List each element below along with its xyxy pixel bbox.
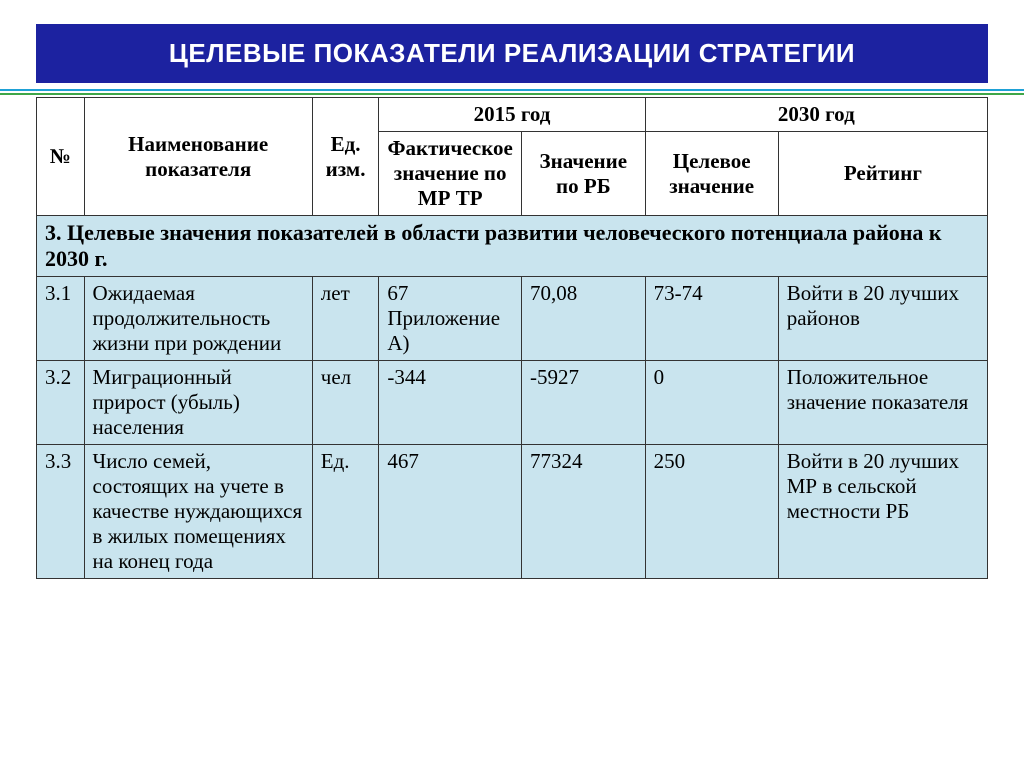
col-2030: 2030 год [645, 98, 987, 132]
table-row: 3.1 Ожидаемая продолжительность жизни пр… [37, 277, 988, 361]
cell-name: Число семей, состоящих на учете в качест… [84, 445, 312, 579]
col-unit: Ед. изм. [312, 98, 379, 216]
cell-rank: Войти в 20 лучших МР в сельской местност… [778, 445, 987, 579]
cell-target: 0 [645, 361, 778, 445]
cell-target: 73-74 [645, 277, 778, 361]
cell-rank: Войти в 20 лучших районов [778, 277, 987, 361]
col-fact: Фактическое значение по МР ТР [379, 132, 522, 216]
cell-rb: 77324 [521, 445, 645, 579]
section-heading: 3. Целевые значения показателей в област… [37, 216, 988, 277]
cell-rb: 70,08 [521, 277, 645, 361]
cell-target: 250 [645, 445, 778, 579]
divider [36, 83, 988, 97]
cell-unit: чел [312, 361, 379, 445]
page-title: ЦЕЛЕВЫЕ ПОКАЗАТЕЛИ РЕАЛИЗАЦИИ СТРАТЕГИИ [36, 24, 988, 83]
col-rb: Значение по РБ [521, 132, 645, 216]
table-row: 3.3 Число семей, состоящих на учете в ка… [37, 445, 988, 579]
cell-fact: 67 Приложение А) [379, 277, 522, 361]
cell-fact: -344 [379, 361, 522, 445]
cell-rb: -5927 [521, 361, 645, 445]
cell-rank: Положительное значение показателя [778, 361, 987, 445]
col-rank: Рейтинг [778, 132, 987, 216]
cell-fact: 467 [379, 445, 522, 579]
col-num: № [37, 98, 85, 216]
cell-name: Ожидаемая продолжительность жизни при ро… [84, 277, 312, 361]
indicators-table: № Наименование показателя Ед. изм. 2015 … [36, 97, 988, 579]
table-row: 3.2 Миграционный прирост (убыль) населен… [37, 361, 988, 445]
cell-name: Миграционный прирост (убыль) населения [84, 361, 312, 445]
col-2015: 2015 год [379, 98, 645, 132]
cell-num: 3.3 [37, 445, 85, 579]
cell-unit: лет [312, 277, 379, 361]
cell-num: 3.1 [37, 277, 85, 361]
col-target: Целевое значение [645, 132, 778, 216]
cell-num: 3.2 [37, 361, 85, 445]
cell-unit: Ед. [312, 445, 379, 579]
col-name: Наименование показателя [84, 98, 312, 216]
